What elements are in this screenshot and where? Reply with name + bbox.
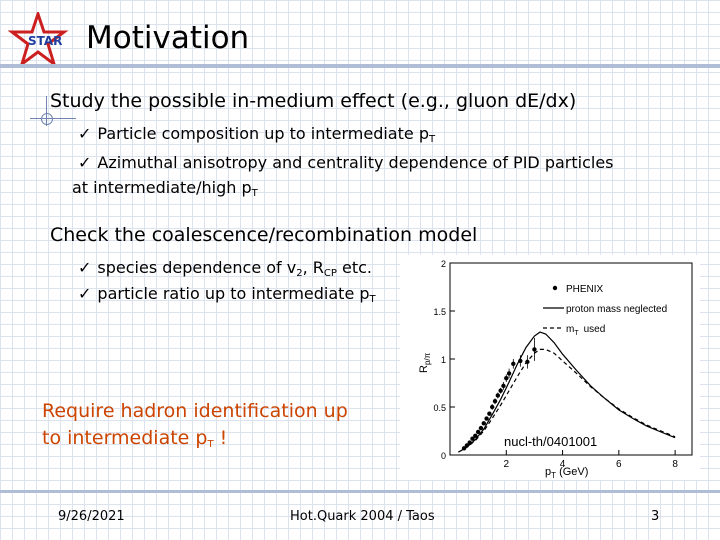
phenix-data-point bbox=[487, 411, 492, 416]
x-axis-label: pT (GeV) bbox=[545, 466, 588, 480]
phenix-data-point bbox=[501, 383, 506, 389]
y-tick-label: 0 bbox=[441, 451, 446, 461]
checkmark-icon: ✓ bbox=[78, 153, 92, 172]
callout-line2: to intermediate pT ! bbox=[42, 427, 228, 450]
y-tick-label: 0.5 bbox=[433, 403, 446, 413]
slide-title: Motivation bbox=[86, 20, 250, 56]
bullet-azimuthal-anisotropy: ✓ Azimuthal anisotropy and centrality dep… bbox=[78, 153, 614, 172]
legend-phenix-marker bbox=[552, 285, 558, 291]
y-tick-label: 2 bbox=[441, 259, 446, 269]
rp-pi-ratio-chart: 0 0.5 1 1.5 2 2 4 6 8 PHENIX proton mass neglect… bbox=[400, 255, 700, 480]
callout-line1: Require hadron identification up bbox=[42, 400, 348, 422]
y-tick-label: 1 bbox=[441, 355, 446, 365]
bullet-species-dependence: ✓ species dependence of v2, RCP etc. bbox=[78, 258, 373, 279]
logo-text: STAR bbox=[28, 34, 62, 48]
y-axis-label: Rp/π bbox=[418, 352, 432, 373]
phenix-data-point bbox=[498, 388, 503, 393]
decor-circle bbox=[41, 113, 53, 125]
x-tick-label: 8 bbox=[672, 459, 678, 470]
phenix-data-point bbox=[490, 404, 495, 410]
title-rule bbox=[0, 64, 720, 68]
phenix-data-point bbox=[492, 399, 498, 404]
phenix-data-point bbox=[511, 361, 516, 366]
legend-mt-used-label: mT used bbox=[566, 324, 605, 337]
phenix-data-point bbox=[506, 371, 512, 376]
footer-rule bbox=[0, 490, 720, 493]
decor-line-horizontal bbox=[30, 118, 76, 119]
legend-phenix-label: PHENIX bbox=[566, 284, 604, 295]
footer-page-number: 3 bbox=[651, 509, 660, 524]
checkmark-icon: ✓ bbox=[78, 284, 92, 303]
section1-heading: Study the possible in-medium effect (e.g… bbox=[50, 90, 577, 112]
phenix-data-point bbox=[481, 421, 486, 426]
phenix-data-point bbox=[475, 429, 481, 435]
x-tick-label: 2 bbox=[503, 459, 509, 470]
star-logo: STAR bbox=[8, 12, 69, 68]
phenix-data-point bbox=[504, 376, 509, 381]
phenix-data-point bbox=[470, 436, 475, 441]
decor-line-vertical bbox=[46, 96, 47, 126]
bullet-particle-ratio: ✓ particle ratio up to intermediate pT bbox=[78, 284, 376, 305]
phenix-data-point bbox=[478, 425, 484, 431]
legend-mass-neglected-label: proton mass neglected bbox=[566, 304, 667, 315]
mt-used-curve bbox=[458, 348, 676, 453]
phenix-data-point bbox=[495, 393, 501, 398]
x-tick-label: 6 bbox=[616, 459, 622, 470]
checkmark-icon: ✓ bbox=[78, 258, 92, 277]
section2-heading: Check the coalescence/recombination mode… bbox=[50, 224, 478, 246]
bullet-azimuthal-continuation: at intermediate/high pT bbox=[72, 178, 258, 199]
y-tick-label: 1.5 bbox=[433, 307, 446, 317]
chart-annotation: nucl-th/0401001 bbox=[504, 434, 597, 449]
bullet-particle-composition: ✓ Particle composition up to intermediate… bbox=[78, 124, 436, 145]
phenix-data-point bbox=[473, 433, 478, 438]
checkmark-icon: ✓ bbox=[78, 124, 92, 143]
phenix-data-point bbox=[484, 416, 489, 421]
x-tick-label: 4 bbox=[560, 459, 566, 470]
phenix-data-point bbox=[532, 347, 537, 352]
footer-date: 9/26/2021 bbox=[58, 509, 125, 524]
footer-event: Hot.Quark 2004 / Taos bbox=[290, 509, 435, 524]
mass-neglected-curve bbox=[458, 331, 676, 453]
